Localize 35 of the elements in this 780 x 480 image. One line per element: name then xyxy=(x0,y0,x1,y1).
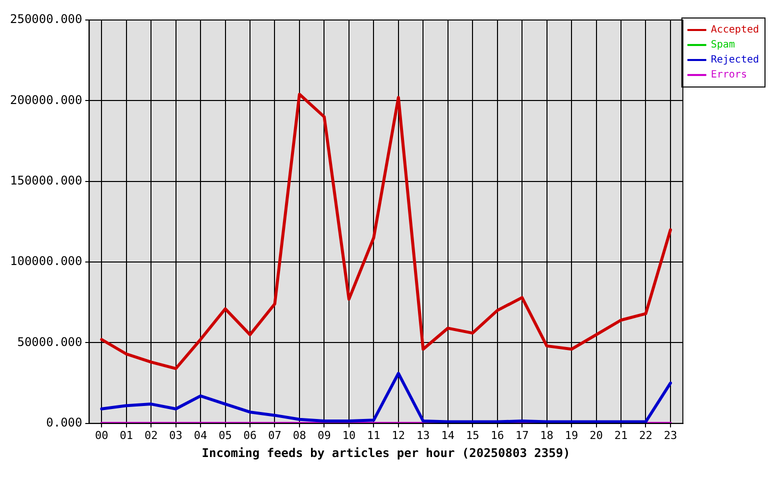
x-tick-label: 15 xyxy=(466,428,480,442)
x-tick-label: 04 xyxy=(194,428,208,442)
x-tick-label: 23 xyxy=(664,428,678,442)
y-tick-label: 150000.000 xyxy=(10,173,82,188)
x-tick-label: 09 xyxy=(318,428,331,442)
x-tick-label: 08 xyxy=(292,428,306,442)
x-tick-label: 20 xyxy=(590,428,603,442)
x-axis-title: Incoming feeds by articles per hour (20250803 2359) xyxy=(202,446,570,460)
x-tick-label: 02 xyxy=(144,428,158,442)
x-tick-label: 06 xyxy=(243,428,257,442)
x-tick-label: 05 xyxy=(218,428,232,442)
legend-label: Errors xyxy=(710,70,747,81)
y-tick-label: 50000.000 xyxy=(17,334,82,349)
x-tick-label: 21 xyxy=(614,428,628,442)
x-tick-label: 11 xyxy=(367,428,380,442)
y-tick-label: 200000.000 xyxy=(10,92,82,107)
x-tick-label: 18 xyxy=(540,428,554,442)
x-tick-label: 01 xyxy=(120,428,133,442)
x-tick-label: 12 xyxy=(392,428,406,442)
x-tick-label: 03 xyxy=(169,428,182,442)
legend-label: Spam xyxy=(710,40,735,51)
y-tick-label: 100000.000 xyxy=(10,254,82,268)
x-tick-label: 00 xyxy=(94,428,108,442)
legend-label: Accepted xyxy=(710,24,760,36)
x-tick-label: 17 xyxy=(515,428,529,442)
y-tick-label: 0.000 xyxy=(46,416,82,430)
x-tick-label: 22 xyxy=(639,428,652,442)
x-tick-label: 16 xyxy=(490,428,504,442)
legend-label: Rejected xyxy=(710,54,760,66)
x-tick-label: 14 xyxy=(441,428,455,442)
x-tick-label: 10 xyxy=(342,428,356,442)
x-tick-label: 19 xyxy=(564,428,578,442)
x-tick-label: 07 xyxy=(268,428,282,442)
x-tick-label: 13 xyxy=(416,428,430,442)
y-tick-label: 250000.000 xyxy=(10,12,82,26)
